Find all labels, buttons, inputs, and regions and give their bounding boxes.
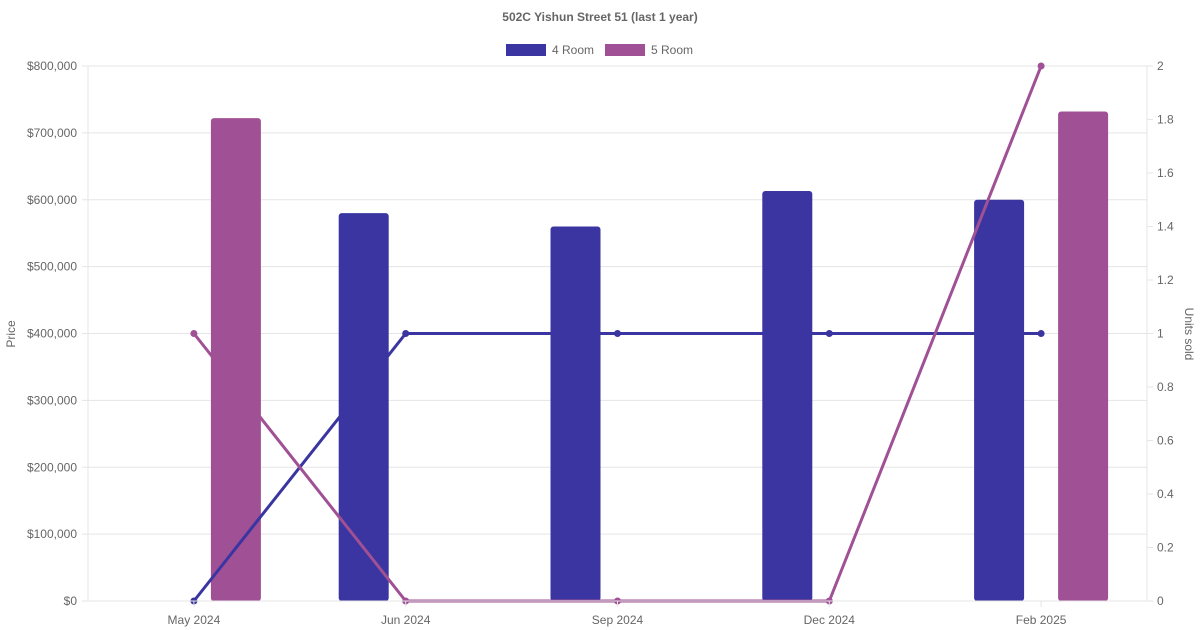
y-axis-left-title: Price (4, 320, 18, 348)
y-left-tick-label: $600,000 (27, 193, 77, 207)
y-left-tick-label: $100,000 (27, 527, 77, 541)
y-right-tick-label: 0 (1157, 594, 1164, 608)
y-left-tick-label: $500,000 (27, 260, 77, 274)
bar-4-room (762, 191, 813, 601)
point-4-room (402, 330, 410, 337)
y-right-tick-label: 0.6 (1157, 434, 1174, 448)
y-left-tick-label: $400,000 (27, 327, 77, 341)
y-axis-right: 0 0.2 0.4 0.6 0.8 1 1.2 1.4 1.6 1.8 2 (1146, 59, 1174, 608)
y-right-tick-label: 0.8 (1157, 380, 1174, 394)
point-4-room (825, 330, 833, 337)
y-axis-left: $0 $100,000 $200,000 $300,000 $400,000 $500,0… (27, 59, 89, 608)
point-4-room (614, 330, 621, 337)
bar-4-room (338, 213, 389, 601)
x-tick-label: Feb 2025 (1016, 613, 1067, 627)
bars (210, 111, 1109, 601)
y-right-tick-label: 1.4 (1157, 220, 1174, 234)
y-right-tick-label: 1.8 (1157, 113, 1174, 127)
point-4-room (1037, 330, 1045, 337)
y-right-tick-label: 2 (1157, 59, 1164, 73)
y-right-tick-label: 1 (1157, 327, 1164, 341)
bar-5-room (1058, 111, 1109, 601)
bar-5-room (210, 118, 261, 601)
y-left-tick-label: $800,000 (27, 59, 77, 73)
y-right-tick-label: 0.2 (1157, 541, 1174, 555)
y-left-tick-label: $700,000 (27, 126, 77, 140)
y-right-tick-label: 1.2 (1157, 273, 1174, 287)
legend-swatch-4-room (506, 44, 546, 56)
legend-label-5-room: 5 Room (651, 43, 693, 57)
legend-item-5-room[interactable]: 5 Room (605, 43, 693, 57)
chart-title: 502C Yishun Street 51 (last 1 year) (502, 10, 697, 24)
y-left-tick-label: $200,000 (27, 460, 77, 474)
legend: 4 Room 5 Room (506, 43, 693, 57)
y-right-tick-label: 1.6 (1157, 166, 1174, 180)
y-axis-right-title: Units sold (1182, 308, 1196, 361)
bar-4-room (550, 226, 601, 601)
point-5-room (190, 330, 198, 337)
x-tick-label: Dec 2024 (804, 613, 856, 627)
legend-label-4-room: 4 Room (552, 43, 594, 57)
legend-item-4-room[interactable]: 4 Room (506, 43, 594, 57)
y-left-tick-label: $300,000 (27, 393, 77, 407)
y-left-tick-label: $0 (64, 594, 78, 608)
legend-swatch-5-room (605, 44, 645, 56)
x-axis: May 2024 Jun 2024 Sep 2024 Dec 2024 Feb 2025 (88, 600, 1147, 627)
x-tick-label: May 2024 (168, 613, 221, 627)
x-tick-label: Sep 2024 (592, 613, 644, 627)
x-tick-label: Jun 2024 (381, 613, 431, 627)
bar-4-room (974, 199, 1025, 601)
point-5-room (1037, 62, 1045, 70)
y-right-tick-label: 0.4 (1157, 487, 1174, 501)
